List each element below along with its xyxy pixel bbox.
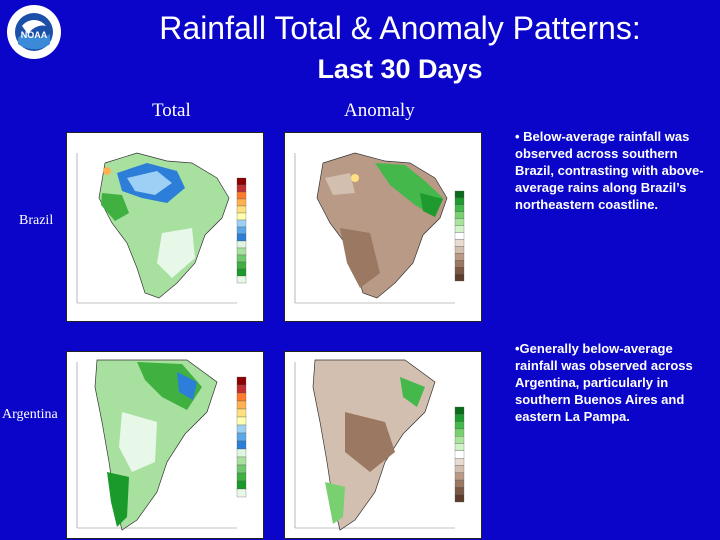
legend-swatch: [236, 456, 247, 466]
legend-swatch: [236, 392, 247, 402]
legend-swatch: [236, 400, 247, 410]
row-label-argentina: Argentina: [2, 407, 58, 422]
slide-subtitle: Last 30 Days: [317, 54, 483, 84]
legend-swatch: [454, 443, 465, 451]
legend-swatch: [236, 226, 247, 235]
argentina-anomaly-map: [284, 351, 482, 539]
legend-swatch: [236, 480, 247, 490]
legend-swatch: [454, 190, 465, 199]
color-legend-anomaly-brazil: [454, 190, 465, 282]
slide-title: Rainfall Total & Anomaly Patterns:: [159, 10, 641, 46]
legend-swatch: [454, 428, 465, 437]
legend-swatch: [236, 191, 247, 200]
brazil-summary-note: • Below-average rainfall was observed ac…: [515, 129, 704, 212]
legend-swatch: [454, 465, 465, 473]
legend-swatch: [454, 253, 465, 261]
noaa-logo: NOAA: [7, 5, 61, 59]
legend-swatch: [236, 472, 247, 482]
legend-swatch: [236, 376, 247, 386]
legend-swatch: [454, 260, 465, 268]
legend-swatch: [236, 233, 247, 242]
legend-swatch: [454, 472, 465, 481]
legend-swatch: [454, 421, 465, 430]
legend-swatch: [454, 414, 465, 422]
legend-swatch: [236, 424, 247, 434]
brazil-total-map: [66, 132, 264, 322]
legend-swatch: [454, 479, 465, 488]
legend-swatch: [236, 254, 247, 263]
brazil-anomaly-map: [284, 132, 482, 322]
legend-swatch: [454, 204, 465, 212]
legend-swatch: [454, 494, 465, 503]
legend-swatch: [236, 205, 247, 214]
legend-swatch: [454, 273, 465, 282]
legend-swatch: [236, 408, 247, 418]
legend-swatch: [236, 384, 247, 394]
legend-swatch: [236, 184, 247, 193]
legend-swatch: [236, 247, 247, 256]
color-legend-anomaly-argentina: [454, 406, 465, 503]
legend-swatch: [454, 197, 465, 205]
legend-swatch: [454, 211, 465, 219]
legend-swatch: [454, 267, 465, 275]
legend-swatch: [236, 275, 247, 284]
legend-swatch: [454, 246, 465, 254]
legend-swatch: [236, 416, 247, 426]
legend-swatch: [454, 450, 465, 459]
argentina-summary-note: •Generally below-average rainfall was ob…: [515, 341, 693, 424]
legend-swatch: [454, 487, 465, 495]
legend-swatch: [236, 198, 247, 207]
legend-swatch: [236, 464, 247, 474]
color-legend-total-brazil: [236, 177, 247, 284]
legend-swatch: [236, 212, 247, 221]
legend-swatch: [236, 268, 247, 277]
legend-swatch: [236, 432, 247, 442]
legend-swatch: [454, 225, 465, 233]
argentina-total-map: [66, 351, 264, 539]
legend-swatch: [454, 436, 465, 444]
legend-swatch: [236, 261, 247, 270]
legend-swatch: [236, 240, 247, 249]
legend-swatch: [236, 440, 247, 450]
legend-swatch: [454, 458, 465, 466]
legend-swatch: [454, 218, 465, 226]
legend-swatch: [454, 239, 465, 247]
legend-swatch: [236, 177, 247, 186]
legend-swatch: [236, 488, 247, 498]
legend-swatch: [236, 219, 247, 228]
svg-text:NOAA: NOAA: [21, 30, 48, 40]
column-label-anomaly: Anomaly: [344, 100, 415, 121]
color-legend-total-argentina: [236, 376, 247, 498]
legend-swatch: [454, 406, 465, 415]
column-label-total: Total: [152, 100, 191, 121]
legend-swatch: [454, 232, 465, 240]
row-label-brazil: Brazil: [19, 213, 54, 228]
legend-swatch: [236, 448, 247, 458]
